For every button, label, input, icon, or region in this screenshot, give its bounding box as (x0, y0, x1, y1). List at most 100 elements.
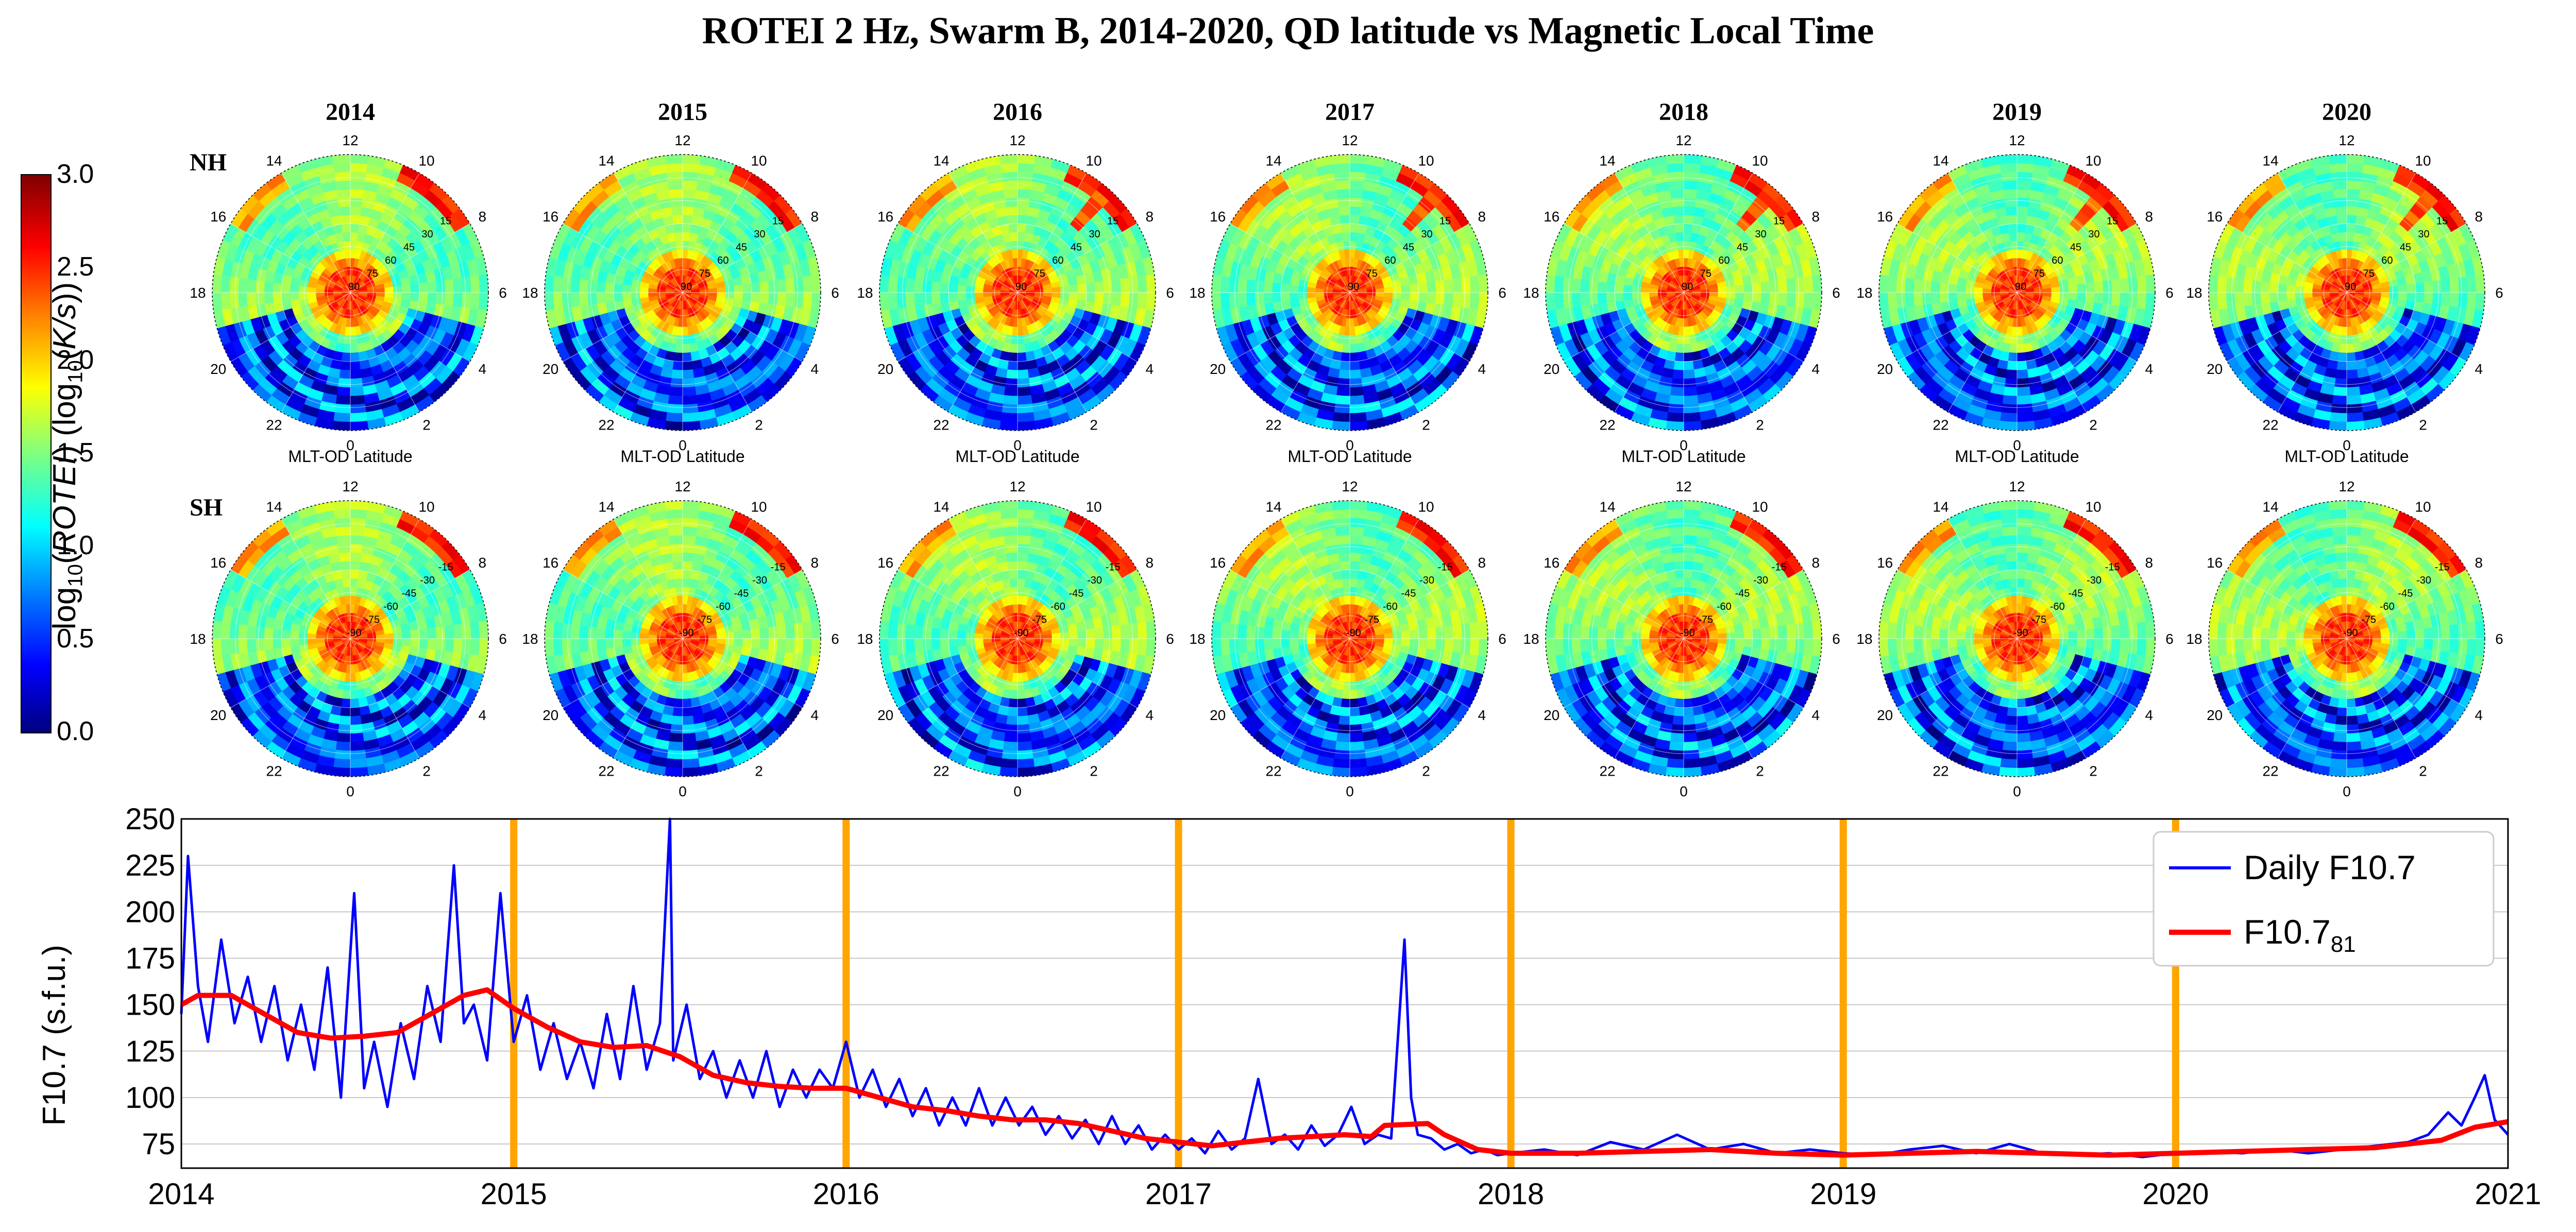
latitude-label: 60 (1718, 255, 1730, 266)
panel-caption: MLT-OD Latitude (2284, 447, 2409, 466)
mlt-label: 2 (2419, 763, 2427, 779)
latitude-label: 30 (2088, 229, 2099, 240)
latitude-label: -90 (2343, 627, 2358, 639)
mlt-label: 6 (2495, 285, 2503, 301)
colorbar-tick: 2.5 (57, 252, 94, 282)
mlt-label: 0 (346, 437, 354, 452)
polar-plot: 0 2 4 6 8 10 12 14 16 18 20 22 90 75 60 45 30 15 (191, 133, 507, 452)
polar-plot: 0 2 4 6 8 10 12 14 16 18 20 22 90 75 60 45 30 15 (1524, 133, 1840, 452)
latitude-label: 90 (348, 281, 360, 293)
mlt-label: 20 (210, 361, 226, 377)
latitude-label: 60 (2052, 255, 2063, 266)
mlt-label: 18 (1857, 285, 1873, 301)
series-f107-81 (180, 987, 2509, 1158)
mlt-label: 22 (1599, 417, 1615, 433)
y-axis-label: F10.7 (s.f.u.) (37, 945, 72, 1126)
mlt-label: 0 (1346, 783, 1354, 798)
latitude-label: 75 (1366, 268, 1378, 279)
mlt-label: 12 (2009, 133, 2025, 148)
mlt-label: 16 (543, 555, 558, 571)
mlt-label: 14 (1933, 499, 1948, 515)
mlt-label: 18 (1190, 285, 1206, 301)
panel-caption: MLT-OD Latitude (1621, 447, 1746, 466)
mlt-label: 0 (1680, 437, 1688, 452)
mlt-label: 2 (1090, 417, 1098, 433)
latitude-label: -30 (2416, 575, 2431, 586)
latitude-label: 15 (2107, 216, 2118, 227)
hemisphere-label-sh: SH (190, 494, 223, 521)
latitude-label: 45 (736, 242, 747, 253)
polar-plot: 0 2 4 6 8 10 12 14 16 18 20 22 90 75 60 45 30 15 (523, 133, 839, 452)
latitude-label: -15 (1438, 562, 1453, 573)
mlt-label: 2 (1756, 417, 1764, 433)
mlt-label: 22 (933, 763, 949, 779)
latitude-label: -45 (1069, 588, 1083, 600)
latitude-label: -60 (2050, 601, 2065, 612)
latitude-label: 45 (403, 242, 415, 253)
latitude-label: 15 (440, 216, 451, 227)
latitude-label: -90 (1346, 627, 1361, 639)
mlt-label: 12 (2338, 479, 2354, 494)
colorbar-tick: 1.0 (57, 531, 94, 561)
mlt-label: 16 (877, 555, 893, 571)
mlt-label: 0 (1013, 437, 1022, 452)
y-tick-label: 100 (125, 1081, 175, 1115)
hemisphere-label-nh: NH (190, 149, 227, 176)
latitude-label: -15 (1772, 562, 1787, 573)
mlt-label: 2 (1422, 417, 1430, 433)
mlt-label: 2 (2419, 417, 2427, 433)
year-label-2014: 2014 (326, 98, 375, 126)
mlt-label: 14 (266, 499, 282, 515)
mlt-label: 8 (2475, 209, 2483, 225)
latitude-label: 30 (421, 229, 433, 240)
mlt-label: 22 (1933, 417, 1948, 433)
mlt-label: 10 (2085, 153, 2101, 169)
latitude-label: 90 (2015, 281, 2026, 293)
year-label-2020: 2020 (2322, 98, 2371, 126)
latitude-label: -30 (1087, 575, 1102, 586)
latitude-label: 60 (717, 255, 728, 266)
polar-plot: 0 2 4 6 8 10 12 14 16 18 20 22 90 75 60 45 30 15 (2187, 133, 2503, 452)
mlt-label: 0 (2343, 437, 2351, 452)
latitude-label: 45 (1071, 242, 1082, 253)
latitude-label: -15 (2435, 562, 2450, 573)
mlt-label: 20 (2207, 361, 2223, 377)
mlt-label: 8 (811, 555, 819, 571)
mlt-label: 10 (1418, 499, 1434, 515)
mlt-label: 12 (1342, 133, 1358, 148)
colorbar-tick: 3.0 (57, 159, 94, 189)
mlt-label: 22 (1265, 417, 1281, 433)
colorbar-tick: 1.5 (57, 438, 94, 468)
mlt-label: 18 (1857, 631, 1873, 647)
latitude-label: 90 (1682, 281, 1693, 293)
mlt-label: 8 (479, 555, 487, 571)
year-label-2015: 2015 (658, 98, 707, 126)
mlt-label: 8 (479, 209, 487, 225)
latitude-label: -45 (401, 588, 416, 600)
mlt-label: 8 (1478, 555, 1486, 571)
latitude-label: -75 (2031, 614, 2046, 625)
latitude-label: 15 (1107, 216, 1118, 227)
mlt-label: 20 (210, 707, 226, 723)
mlt-label: 10 (1418, 153, 1434, 169)
latitude-label: 75 (2363, 268, 2375, 279)
mlt-label: 6 (2165, 285, 2174, 301)
mlt-label: 14 (598, 153, 614, 169)
mlt-label: 4 (479, 361, 487, 377)
year-label-2018: 2018 (1659, 98, 1708, 126)
mlt-label: 22 (1265, 763, 1281, 779)
panel-caption: MLT-OD Latitude (1955, 447, 2079, 466)
mlt-label: 6 (1832, 285, 1840, 301)
mlt-label: 14 (1599, 153, 1615, 169)
latitude-label: 45 (1737, 242, 1748, 253)
latitude-label: -15 (771, 562, 786, 573)
mlt-label: 10 (2415, 153, 2431, 169)
mlt-label: 18 (2187, 285, 2202, 301)
latitude-label: 45 (1403, 242, 1414, 253)
latitude-label: -60 (383, 601, 398, 612)
mlt-label: 4 (1478, 361, 1486, 377)
mlt-label: 2 (422, 417, 431, 433)
y-tick-label: 150 (125, 988, 175, 1022)
